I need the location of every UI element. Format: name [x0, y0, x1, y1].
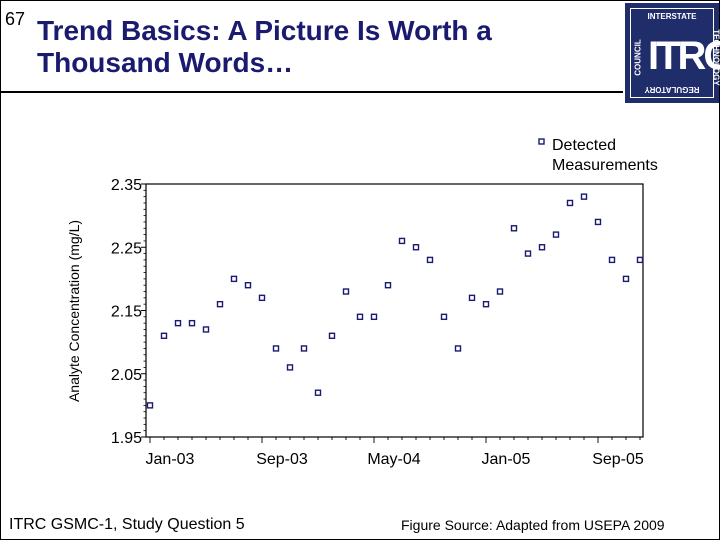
title-line-1: Trend Basics: A Picture Is Worth a — [37, 15, 492, 46]
data-point — [510, 225, 518, 232]
data-point — [608, 256, 616, 264]
chart-points — [146, 193, 644, 409]
data-point — [146, 402, 154, 409]
data-point — [398, 237, 406, 245]
data-point — [202, 326, 210, 333]
data-point — [286, 364, 294, 371]
title-divider — [1, 91, 623, 93]
data-point — [440, 313, 448, 321]
data-point — [216, 300, 224, 308]
y-tick-label: 2.35 — [111, 177, 142, 194]
data-point — [188, 319, 196, 327]
legend-marker — [538, 138, 545, 145]
data-point — [160, 332, 168, 339]
legend-label-line-1: Detected — [552, 137, 616, 154]
logo-frame: INTERSTATE COUNCIL TECHNOLOGY ITRC REGUL… — [630, 8, 720, 98]
chart-axes: 1.95 2.05 2.15 2.25 2.35 Jan-03 Sep-03 May-04 Ja… — [66, 177, 644, 468]
y-axis-label: Analyte Concentration (mg/L) — [66, 220, 82, 402]
data-point — [412, 244, 420, 251]
data-point — [384, 282, 392, 289]
data-point — [524, 250, 532, 257]
title-line-2: Thousand Words… — [37, 47, 294, 78]
y-tick-label: 2.05 — [111, 367, 142, 384]
data-point — [552, 231, 560, 238]
slide-number: 67 — [5, 9, 26, 29]
data-point — [174, 319, 182, 327]
footer-figure-source: Figure Source: Adapted from USEPA 2009 — [401, 517, 665, 533]
footer-course-label: ITRC GSMC-1, Study Question 5 — [9, 516, 245, 533]
data-point — [356, 313, 364, 321]
data-point — [426, 256, 434, 264]
trend-chart: 1.95 2.05 2.15 2.25 2.35 Jan-03 Sep-03 May-04 Ja… — [66, 137, 658, 468]
data-point — [496, 288, 504, 295]
data-point — [314, 389, 322, 396]
x-tick-label: Jan-05 — [482, 451, 531, 468]
data-point — [258, 294, 266, 302]
x-tick-label: Sep-03 — [256, 451, 308, 468]
x-tick-label: Sep-05 — [592, 451, 644, 468]
data-point — [468, 294, 476, 302]
chart-legend: Detected Measurements — [538, 137, 658, 174]
data-point — [566, 199, 574, 207]
itrc-logo: INTERSTATE COUNCIL TECHNOLOGY ITRC REGUL… — [625, 3, 720, 103]
x-tick-label: May-04 — [367, 451, 420, 468]
x-tick-label: Jan-03 — [146, 451, 195, 468]
y-tick-label: 2.25 — [111, 240, 142, 257]
data-point — [622, 275, 630, 283]
legend-label-line-2: Measurements — [552, 157, 658, 174]
y-tick-label: 1.95 — [111, 430, 142, 447]
data-point — [454, 345, 462, 352]
slide-title: Trend Basics: A Picture Is Worth a Thous… — [37, 15, 607, 79]
data-point — [636, 256, 644, 264]
data-point — [594, 218, 602, 226]
data-point — [482, 300, 490, 308]
data-point — [272, 345, 280, 352]
data-point — [580, 193, 588, 200]
data-point — [342, 288, 350, 295]
data-point — [300, 345, 308, 352]
data-point — [370, 313, 378, 321]
data-point — [230, 275, 238, 283]
plot-frame — [145, 183, 644, 438]
data-point — [244, 282, 252, 289]
data-point — [538, 244, 546, 251]
y-tick-label: 2.15 — [111, 304, 142, 321]
logo-text-top: INTERSTATE — [647, 12, 697, 21]
data-point — [328, 332, 336, 339]
